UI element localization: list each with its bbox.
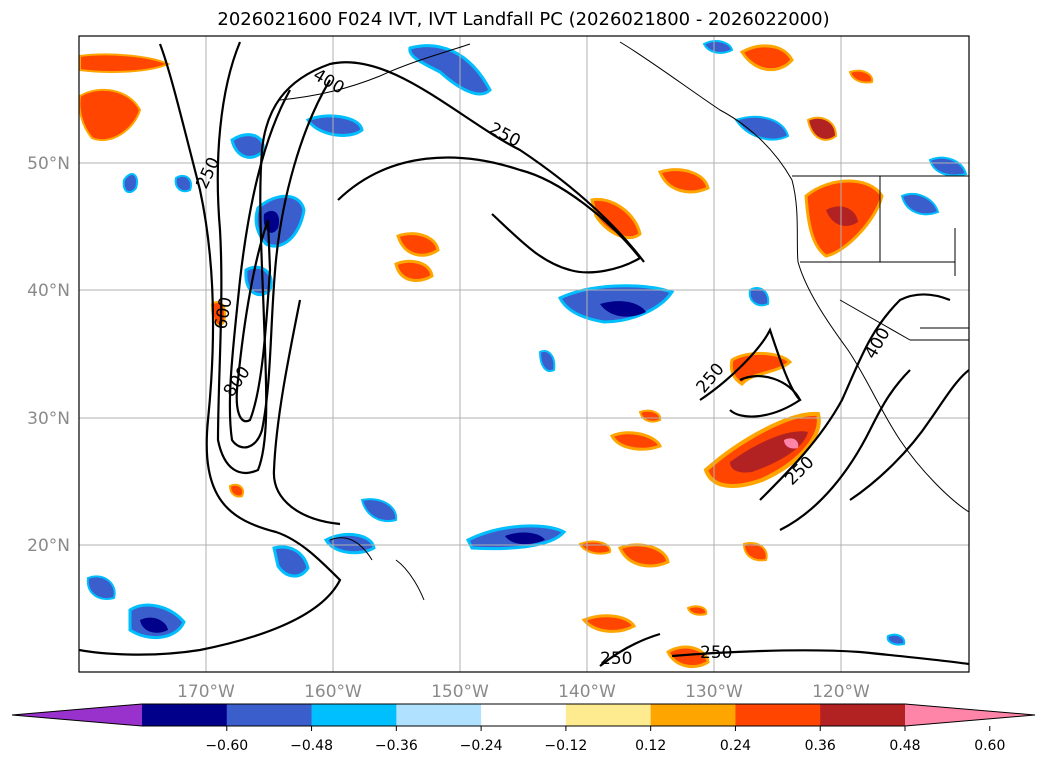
longitude-label: 120°W xyxy=(812,682,870,702)
colorbar-tick-label: −0.36 xyxy=(375,738,418,754)
colorbar-tick-label: 0.24 xyxy=(720,738,751,754)
latitude-label: 50°N xyxy=(27,154,70,174)
longitude-axis: 170°W 160°W 150°W 140°W 130°W 120°W xyxy=(177,682,870,702)
graticule xyxy=(79,36,969,672)
longitude-label: 170°W xyxy=(177,682,235,702)
colorbar-bin xyxy=(735,704,821,726)
colorbar: −0.60 −0.48 −0.36 −0.24 −0.12 0.12 0.24 0.36 0.4… xyxy=(11,703,1036,754)
ivt-contour-lines xyxy=(79,41,969,667)
latitude-label: 40°N xyxy=(27,281,70,301)
colorbar-tick-label: −0.12 xyxy=(544,738,587,754)
colorbar-extension-high xyxy=(905,704,1035,726)
colorbar-tick-label: 0.48 xyxy=(889,738,920,754)
coastline xyxy=(279,41,969,601)
colorbar-bin xyxy=(565,704,652,726)
contour-label: 250 xyxy=(700,643,732,663)
longitude-label: 140°W xyxy=(558,682,616,702)
plot-area xyxy=(79,36,969,672)
colorbar-tick-label: 0.60 xyxy=(974,738,1005,754)
colorbar-bin xyxy=(142,704,228,726)
latitude-label: 30°N xyxy=(27,409,70,429)
colorbar-bin xyxy=(226,704,313,726)
map-title: 2026021600 F024 IVT, IVT Landfall PC (20… xyxy=(217,9,830,30)
colorbar-bin xyxy=(311,704,397,726)
positive-pc-area xyxy=(79,44,884,669)
colorbar-bin xyxy=(481,704,567,726)
colorbar-tick-label: 0.36 xyxy=(805,738,836,754)
colorbar-tick-label: 0.12 xyxy=(635,738,666,754)
plot-frame xyxy=(78,35,970,673)
colorbar-tick-label: −0.24 xyxy=(460,738,503,754)
longitude-label: 150°W xyxy=(431,682,489,702)
contour-label: 250 xyxy=(600,649,632,669)
colorbar-outline xyxy=(11,703,1036,727)
longitude-label: 130°W xyxy=(685,682,743,702)
latitude-label: 20°N xyxy=(27,536,70,556)
colorbar-bin xyxy=(396,704,482,726)
colorbar-tick-label: −0.60 xyxy=(205,738,248,754)
colorbar-bin xyxy=(650,704,736,726)
latitude-axis: 50°N 40°N 30°N 20°N xyxy=(27,154,70,556)
longitude-label: 160°W xyxy=(304,682,362,702)
colorbar-tick-label: −0.48 xyxy=(290,738,333,754)
colorbar-extension-low xyxy=(12,704,142,726)
colorbar-bin xyxy=(820,704,906,726)
